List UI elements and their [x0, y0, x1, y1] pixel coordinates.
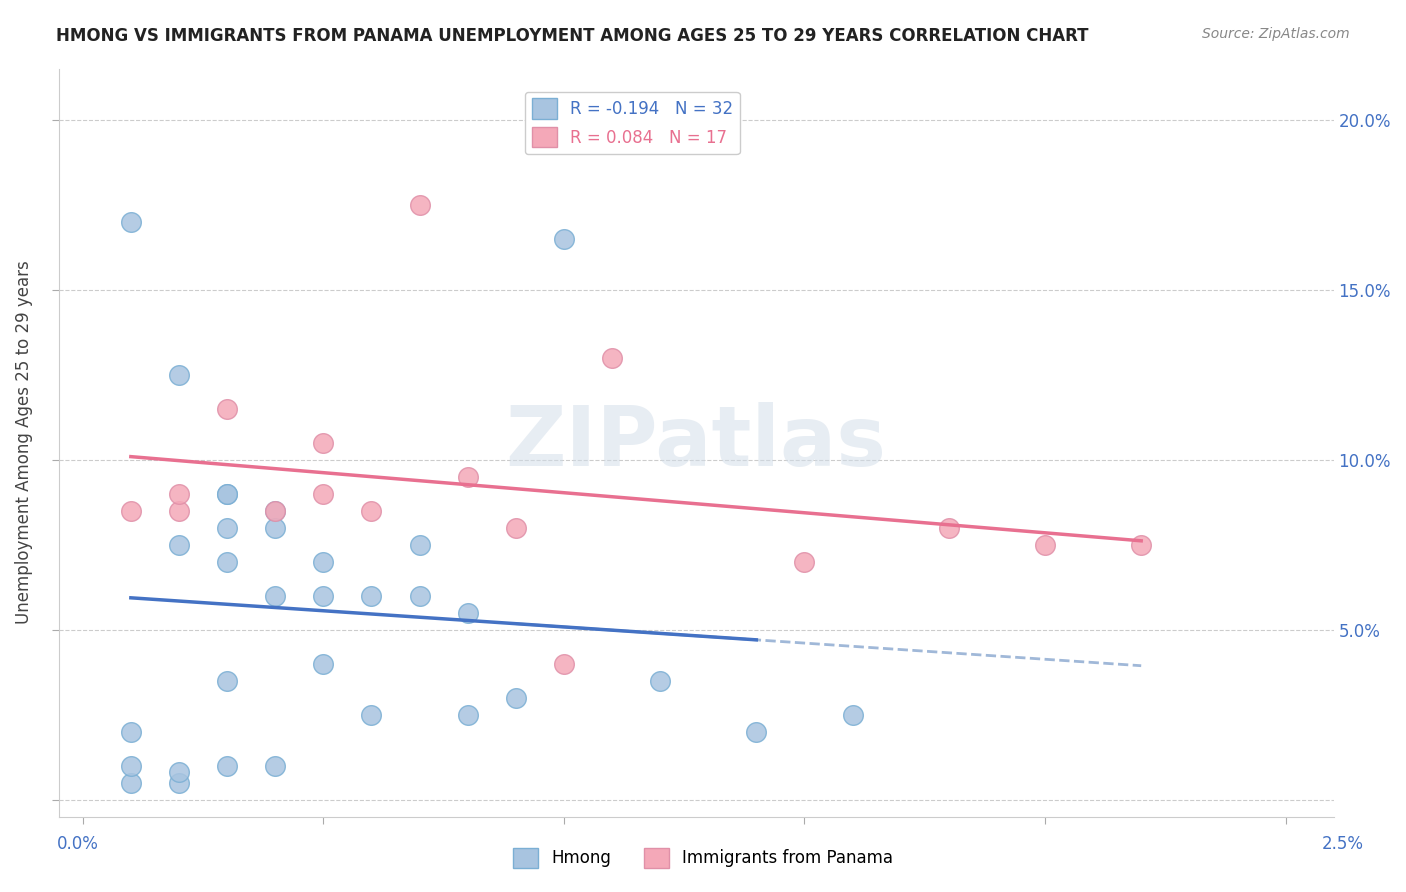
Point	[217, 555, 239, 569]
Point	[457, 707, 479, 722]
Point	[408, 537, 430, 551]
Text: 2.5%: 2.5%	[1322, 835, 1364, 853]
Point	[312, 435, 335, 450]
Point	[120, 503, 142, 517]
Point	[360, 503, 382, 517]
Point	[553, 231, 575, 245]
Point	[457, 469, 479, 483]
Point	[167, 765, 190, 780]
Point	[841, 707, 863, 722]
Point	[167, 503, 190, 517]
Point	[217, 758, 239, 772]
Point	[312, 657, 335, 671]
Legend: Hmong, Immigrants from Panama: Hmong, Immigrants from Panama	[506, 841, 900, 875]
Point	[217, 486, 239, 500]
Point	[120, 758, 142, 772]
Point	[120, 775, 142, 789]
Point	[553, 657, 575, 671]
Point	[167, 486, 190, 500]
Point	[167, 537, 190, 551]
Point	[217, 401, 239, 416]
Point	[457, 606, 479, 620]
Point	[167, 775, 190, 789]
Y-axis label: Unemployment Among Ages 25 to 29 years: Unemployment Among Ages 25 to 29 years	[15, 260, 32, 624]
Point	[217, 520, 239, 534]
Point	[360, 589, 382, 603]
Point	[360, 707, 382, 722]
Point	[648, 673, 671, 688]
Legend: R = -0.194   N = 32, R = 0.084   N = 17: R = -0.194 N = 32, R = 0.084 N = 17	[524, 92, 740, 154]
Point	[167, 368, 190, 382]
Point	[938, 520, 960, 534]
Point	[1130, 537, 1153, 551]
Point	[312, 589, 335, 603]
Point	[217, 673, 239, 688]
Point	[217, 486, 239, 500]
Text: ZIPatlas: ZIPatlas	[506, 402, 887, 483]
Point	[505, 520, 527, 534]
Point	[408, 197, 430, 211]
Point	[120, 724, 142, 739]
Point	[312, 486, 335, 500]
Point	[312, 555, 335, 569]
Point	[264, 520, 287, 534]
Point	[264, 758, 287, 772]
Point	[264, 503, 287, 517]
Point	[408, 589, 430, 603]
Text: Source: ZipAtlas.com: Source: ZipAtlas.com	[1202, 27, 1350, 41]
Point	[264, 589, 287, 603]
Point	[1033, 537, 1056, 551]
Point	[600, 351, 623, 365]
Point	[793, 555, 815, 569]
Point	[120, 214, 142, 228]
Point	[745, 724, 768, 739]
Text: HMONG VS IMMIGRANTS FROM PANAMA UNEMPLOYMENT AMONG AGES 25 TO 29 YEARS CORRELATI: HMONG VS IMMIGRANTS FROM PANAMA UNEMPLOY…	[56, 27, 1088, 45]
Text: 0.0%: 0.0%	[56, 835, 98, 853]
Point	[505, 690, 527, 705]
Point	[264, 503, 287, 517]
